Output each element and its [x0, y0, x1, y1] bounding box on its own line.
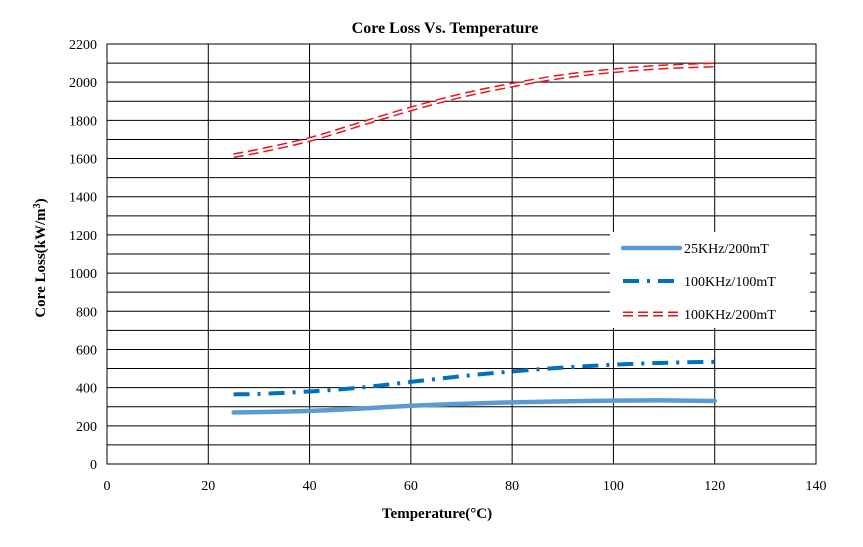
y-tick-label: 200 [76, 420, 97, 435]
series-line-3 [233, 62, 715, 159]
chart-title: Core Loss Vs. Temperature [352, 20, 539, 37]
y-tick-label: 2000 [69, 76, 97, 91]
series-line-2 [233, 359, 715, 397]
tick-labels: 0 20 40 60 80 100 120 1400200400600800100012001… [69, 38, 827, 494]
y-tick-label: 1600 [69, 153, 97, 168]
y-tick-label: 1400 [69, 191, 97, 206]
y-tick-label: 1800 [69, 114, 97, 129]
series-lines [231, 62, 717, 415]
x-tick-label: 120 [704, 479, 725, 494]
x-tick-label: 80 [505, 479, 519, 494]
x-tick-label: 40 [303, 479, 317, 494]
legend-label-3: 100KHz/200mT [684, 308, 776, 323]
y-axis-title: Core Loss(kW/m3) [32, 198, 50, 317]
x-tick-label: 140 [806, 479, 827, 494]
x-tick-label: 60 [404, 479, 418, 494]
y-tick-label: 600 [76, 343, 97, 358]
grid-lines [106, 43, 817, 465]
legend-label-1: 25KHz/200mT [684, 242, 769, 257]
x-tick-label: 20 [201, 479, 215, 494]
series-line-1 [231, 398, 717, 415]
y-axis-title-close: ) [33, 198, 49, 203]
x-axis-title: Temperature(°C) [382, 506, 492, 522]
plot-area-frame [106, 43, 817, 465]
y-tick-label: 800 [76, 305, 97, 320]
y-tick-label: 1000 [69, 267, 97, 282]
x-tick-label: 100 [603, 479, 624, 494]
y-axis-title-main: Core Loss(kW/m [33, 208, 49, 318]
legend: 25KHz/200mT 100KHz/100mT 100KHz/200mT [610, 232, 810, 328]
y-tick-label: 400 [76, 382, 97, 397]
legend-items: 25KHz/200mT 100KHz/100mT 100KHz/200mT [620, 242, 776, 323]
y-tick-label: 2200 [69, 38, 97, 53]
x-tick-label: 0 [104, 479, 111, 494]
y-tick-label: 0 [90, 458, 97, 473]
legend-label-2: 100KHz/100mT [684, 275, 776, 290]
y-tick-label: 1200 [69, 229, 97, 244]
series-line-3-inner [233, 64, 715, 157]
y-axis-title-superscript: 3 [32, 203, 43, 208]
